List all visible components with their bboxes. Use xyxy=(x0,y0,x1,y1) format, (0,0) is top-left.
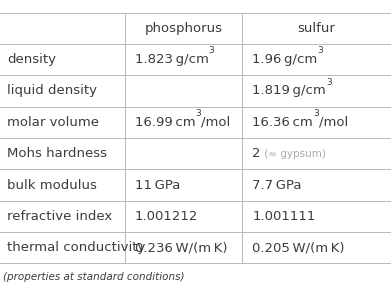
Text: 3: 3 xyxy=(196,109,201,118)
Text: Mohs hardness: Mohs hardness xyxy=(7,147,107,160)
Text: 1.001212: 1.001212 xyxy=(135,210,198,223)
Text: bulk modulus: bulk modulus xyxy=(7,178,97,192)
Text: (≈ gypsum): (≈ gypsum) xyxy=(261,149,326,159)
Text: 7.7 GPa: 7.7 GPa xyxy=(252,178,302,192)
Text: thermal conductivity: thermal conductivity xyxy=(7,241,145,254)
Text: (properties at standard conditions): (properties at standard conditions) xyxy=(3,272,185,282)
Text: 3: 3 xyxy=(326,78,332,87)
Text: 1.823 g/cm: 1.823 g/cm xyxy=(135,53,209,66)
Text: 2: 2 xyxy=(252,147,261,160)
Text: liquid density: liquid density xyxy=(7,84,97,98)
Text: 0.205 W/(m K): 0.205 W/(m K) xyxy=(252,241,345,254)
Text: 3: 3 xyxy=(209,46,215,55)
Text: sulfur: sulfur xyxy=(298,22,335,35)
Text: 3: 3 xyxy=(313,109,319,118)
Text: phosphorus: phosphorus xyxy=(145,22,223,35)
Text: 16.36 cm: 16.36 cm xyxy=(252,116,313,129)
Text: /mol: /mol xyxy=(319,116,348,129)
Text: refractive index: refractive index xyxy=(7,210,112,223)
Text: 1.96 g/cm: 1.96 g/cm xyxy=(252,53,317,66)
Text: density: density xyxy=(7,53,56,66)
Text: 11 GPa: 11 GPa xyxy=(135,178,180,192)
Text: 0.236 W/(m K): 0.236 W/(m K) xyxy=(135,241,228,254)
Text: 16.99 cm: 16.99 cm xyxy=(135,116,196,129)
Text: molar volume: molar volume xyxy=(7,116,99,129)
Text: 1.819 g/cm: 1.819 g/cm xyxy=(252,84,326,98)
Text: 1.001111: 1.001111 xyxy=(252,210,316,223)
Text: /mol: /mol xyxy=(201,116,231,129)
Text: 3: 3 xyxy=(317,46,323,55)
